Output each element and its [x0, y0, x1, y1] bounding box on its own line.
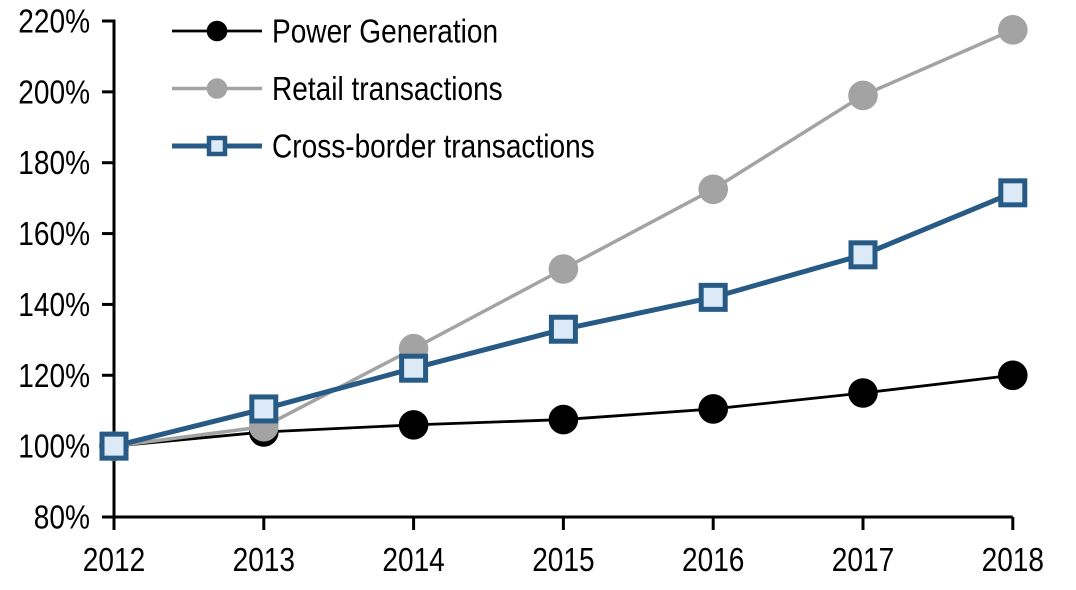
legend-label-cross-border-transactions: Cross-border transactions — [272, 128, 595, 165]
data-point-marker-cross-border-transactions — [998, 178, 1028, 208]
x-axis-tick-label: 2012 — [83, 541, 145, 578]
data-point-marker-cross-border-transactions — [249, 394, 279, 424]
data-point-marker-retail-transactions — [998, 15, 1028, 45]
x-axis-tick-label: 2015 — [532, 541, 594, 578]
y-axis-tick-label: 100% — [18, 428, 90, 465]
y-axis-tick-label: 80% — [34, 499, 90, 536]
data-point-marker-retail-transactions — [548, 254, 579, 284]
x-axis-tick-label: 2018 — [982, 541, 1044, 578]
data-point-marker-power-generation — [848, 378, 878, 408]
y-axis-tick-label: 180% — [18, 144, 90, 181]
data-point-marker-power-generation — [698, 394, 728, 424]
series-line-retail-transactions — [113, 28, 1014, 448]
y-axis-tick-label: 220% — [18, 3, 90, 40]
legend-label-power-generation: Power Generation — [272, 13, 498, 50]
x-axis-tick-label: 2013 — [233, 541, 295, 578]
data-point-marker-cross-border-transactions — [99, 431, 129, 461]
y-axis-tick-label: 120% — [18, 357, 90, 394]
data-point-marker-power-generation — [548, 404, 579, 435]
x-axis-tick-label: 2014 — [382, 541, 444, 578]
x-axis-tick-label: 2017 — [832, 541, 894, 578]
data-point-marker-cross-border-transactions — [548, 314, 578, 344]
data-point-marker-power-generation — [998, 360, 1028, 391]
x-axis-tick-label: 2016 — [682, 541, 744, 578]
data-point-marker-power-generation — [398, 410, 429, 440]
data-point-marker-retail-transactions — [698, 174, 728, 205]
legend-marker-cross-border-transactions — [206, 135, 228, 157]
data-point-marker-cross-border-transactions — [399, 353, 429, 383]
legend-marker-power-generation — [206, 20, 228, 42]
data-point-marker-retail-transactions — [848, 80, 878, 111]
legend-label-retail-transactions: Retail transactions — [272, 70, 503, 107]
y-axis-tick-label: 140% — [18, 286, 90, 323]
y-axis-tick-label: 200% — [18, 73, 90, 110]
y-axis-tick-label: 160% — [18, 215, 90, 252]
data-point-marker-cross-border-transactions — [698, 282, 728, 312]
data-point-marker-cross-border-transactions — [848, 240, 878, 270]
legend-marker-retail-transactions — [206, 78, 228, 99]
